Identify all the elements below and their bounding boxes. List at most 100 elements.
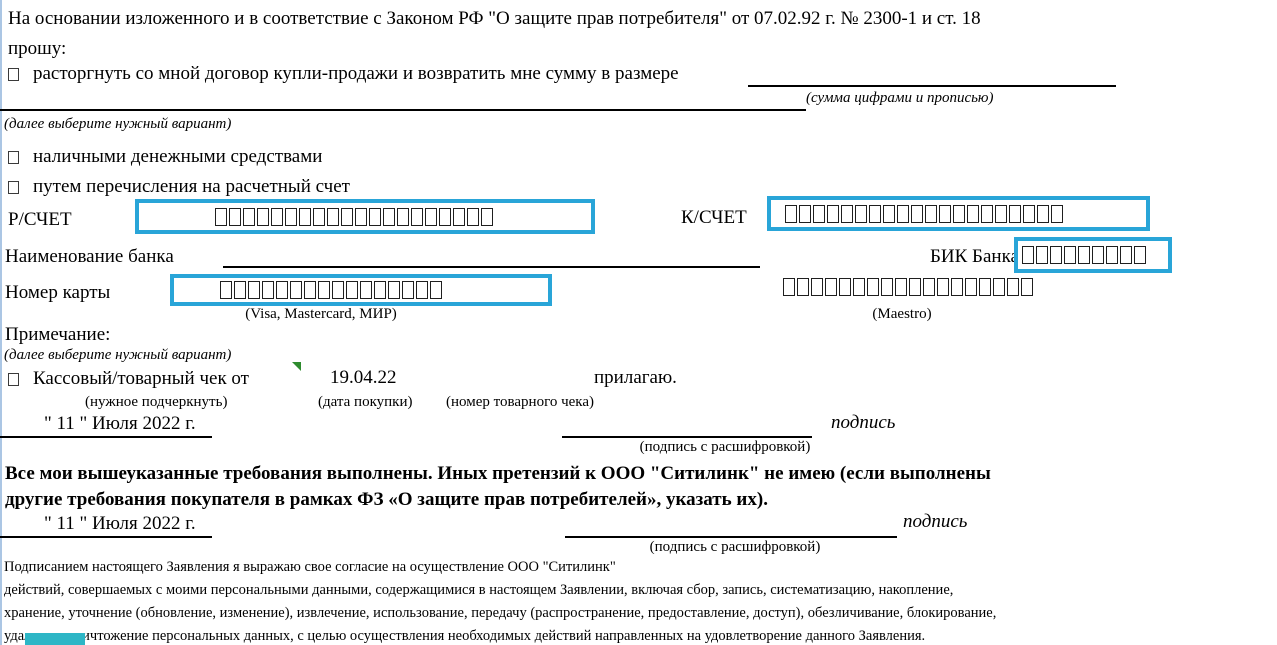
digit-cell bbox=[229, 207, 241, 226]
digit-cell bbox=[1037, 204, 1049, 223]
card-number-cells bbox=[174, 281, 442, 299]
digit-cell bbox=[925, 204, 937, 223]
digit-cell bbox=[290, 281, 302, 299]
sum-caption: (сумма цифрами и прописью) bbox=[806, 90, 994, 106]
digit-cell bbox=[355, 207, 367, 226]
digit-cell bbox=[346, 281, 358, 299]
digit-cell bbox=[783, 278, 795, 296]
digit-cell bbox=[285, 207, 297, 226]
signature-line-1[interactable] bbox=[562, 436, 812, 438]
digit-cell bbox=[785, 204, 797, 223]
digit-cell bbox=[234, 281, 246, 299]
transfer-checkbox[interactable] bbox=[8, 180, 19, 194]
maestro-caption: (Maestro) bbox=[872, 306, 932, 322]
digit-cell bbox=[965, 278, 977, 296]
option-refund-row: расторгнуть со мной договор купли-продаж… bbox=[8, 63, 679, 85]
card-number-field[interactable] bbox=[170, 274, 552, 306]
refund-checkbox[interactable] bbox=[8, 67, 19, 81]
digit-cell bbox=[1023, 204, 1035, 223]
digit-cell bbox=[332, 281, 344, 299]
option-transfer-label: путем перечисления на расчетный счет bbox=[33, 176, 350, 197]
purchase-date-hint: (дата покупки) bbox=[318, 394, 413, 410]
digit-cell bbox=[825, 278, 837, 296]
digit-cell bbox=[215, 207, 227, 226]
digit-cell bbox=[467, 207, 479, 226]
digit-cell bbox=[1022, 246, 1034, 264]
digit-cell bbox=[1134, 246, 1146, 264]
digit-cell bbox=[276, 281, 288, 299]
digit-cell bbox=[923, 278, 935, 296]
digit-cell bbox=[867, 278, 879, 296]
digit-cell bbox=[967, 204, 979, 223]
option-cash-label: наличными денежными средствами bbox=[33, 146, 323, 167]
digit-cell bbox=[937, 278, 949, 296]
bik-cells bbox=[1018, 246, 1146, 264]
digit-cell bbox=[855, 204, 867, 223]
option-cash-row: наличными денежными средствами bbox=[8, 146, 322, 168]
digit-cell bbox=[953, 204, 965, 223]
consent-line-2: действий, совершаемых с моими персональн… bbox=[4, 582, 954, 598]
maestro-field[interactable] bbox=[783, 278, 1033, 296]
digit-cell bbox=[327, 207, 339, 226]
digit-cell bbox=[939, 204, 951, 223]
signature-word-1: подпись bbox=[831, 412, 896, 433]
digit-cell bbox=[1078, 246, 1090, 264]
consent-line-1: Подписанием настоящего Заявления я выраж… bbox=[4, 559, 616, 575]
green-marker-icon bbox=[292, 362, 301, 371]
sum-fill-line[interactable] bbox=[748, 85, 1116, 87]
intro-paragraph: На основании изложенного и в соответстви… bbox=[8, 8, 981, 29]
digit-cell bbox=[853, 278, 865, 296]
bank-name-line[interactable] bbox=[223, 266, 760, 268]
receipt-checkbox[interactable] bbox=[8, 372, 19, 386]
option-refund-label: расторгнуть со мной договор купли-продаж… bbox=[33, 63, 679, 84]
digit-cell bbox=[797, 278, 809, 296]
digit-cell bbox=[1120, 246, 1132, 264]
card-caption: (Visa, Mastercard, МИР) bbox=[245, 306, 397, 322]
digit-cell bbox=[881, 278, 893, 296]
digit-cell bbox=[813, 204, 825, 223]
sum-fill-line-continued[interactable] bbox=[0, 109, 806, 111]
digit-cell bbox=[369, 207, 381, 226]
bank-name-label: Наименование банка bbox=[5, 246, 174, 267]
consent-line-4: удаление, уничтожение персональных данны… bbox=[4, 628, 926, 644]
rschet-field[interactable] bbox=[135, 199, 595, 234]
digit-cell bbox=[979, 278, 991, 296]
digit-cell bbox=[374, 281, 386, 299]
note-variant-hint: (далее выберите нужный вариант) bbox=[4, 347, 232, 363]
cash-checkbox[interactable] bbox=[8, 150, 19, 164]
digit-cell bbox=[360, 281, 372, 299]
rschet-cells bbox=[139, 207, 493, 226]
digit-cell bbox=[1009, 204, 1021, 223]
digit-cell bbox=[313, 207, 325, 226]
digit-cell bbox=[1036, 246, 1048, 264]
consent-paragraph: Подписанием настоящего Заявления я выраж… bbox=[4, 556, 996, 645]
digit-cell bbox=[453, 207, 465, 226]
digit-cell bbox=[841, 204, 853, 223]
digit-cell bbox=[981, 204, 993, 223]
option-transfer-row: путем перечисления на расчетный счет bbox=[8, 176, 350, 198]
digit-cell bbox=[416, 281, 428, 299]
digit-cell bbox=[1106, 246, 1118, 264]
left-border-line bbox=[0, 0, 2, 645]
digit-cell bbox=[895, 278, 907, 296]
digit-cell bbox=[388, 281, 400, 299]
digit-cell bbox=[811, 278, 823, 296]
taskbar-fragment[interactable] bbox=[25, 633, 85, 645]
digit-cell bbox=[1007, 278, 1019, 296]
digit-cell bbox=[909, 278, 921, 296]
digit-cell bbox=[304, 281, 316, 299]
digit-cell bbox=[995, 204, 1007, 223]
digit-cell bbox=[951, 278, 963, 296]
underline-hint: (нужное подчеркнуть) bbox=[85, 394, 228, 410]
signature-line-2[interactable] bbox=[565, 536, 897, 538]
date-value-2: " 11 " Июля 2022 г. bbox=[44, 513, 196, 534]
claims-line-1: Все мои вышеуказанные требования выполне… bbox=[5, 463, 991, 484]
digit-cell bbox=[341, 207, 353, 226]
digit-cell bbox=[799, 204, 811, 223]
signature-caption-2: (подпись с расшифровкой) bbox=[649, 539, 821, 555]
digit-cell bbox=[397, 207, 409, 226]
kschet-field[interactable] bbox=[767, 196, 1150, 231]
receipt-date-value: 19.04.22 bbox=[330, 367, 397, 388]
digit-cell bbox=[481, 207, 493, 226]
bik-field[interactable] bbox=[1014, 237, 1172, 273]
